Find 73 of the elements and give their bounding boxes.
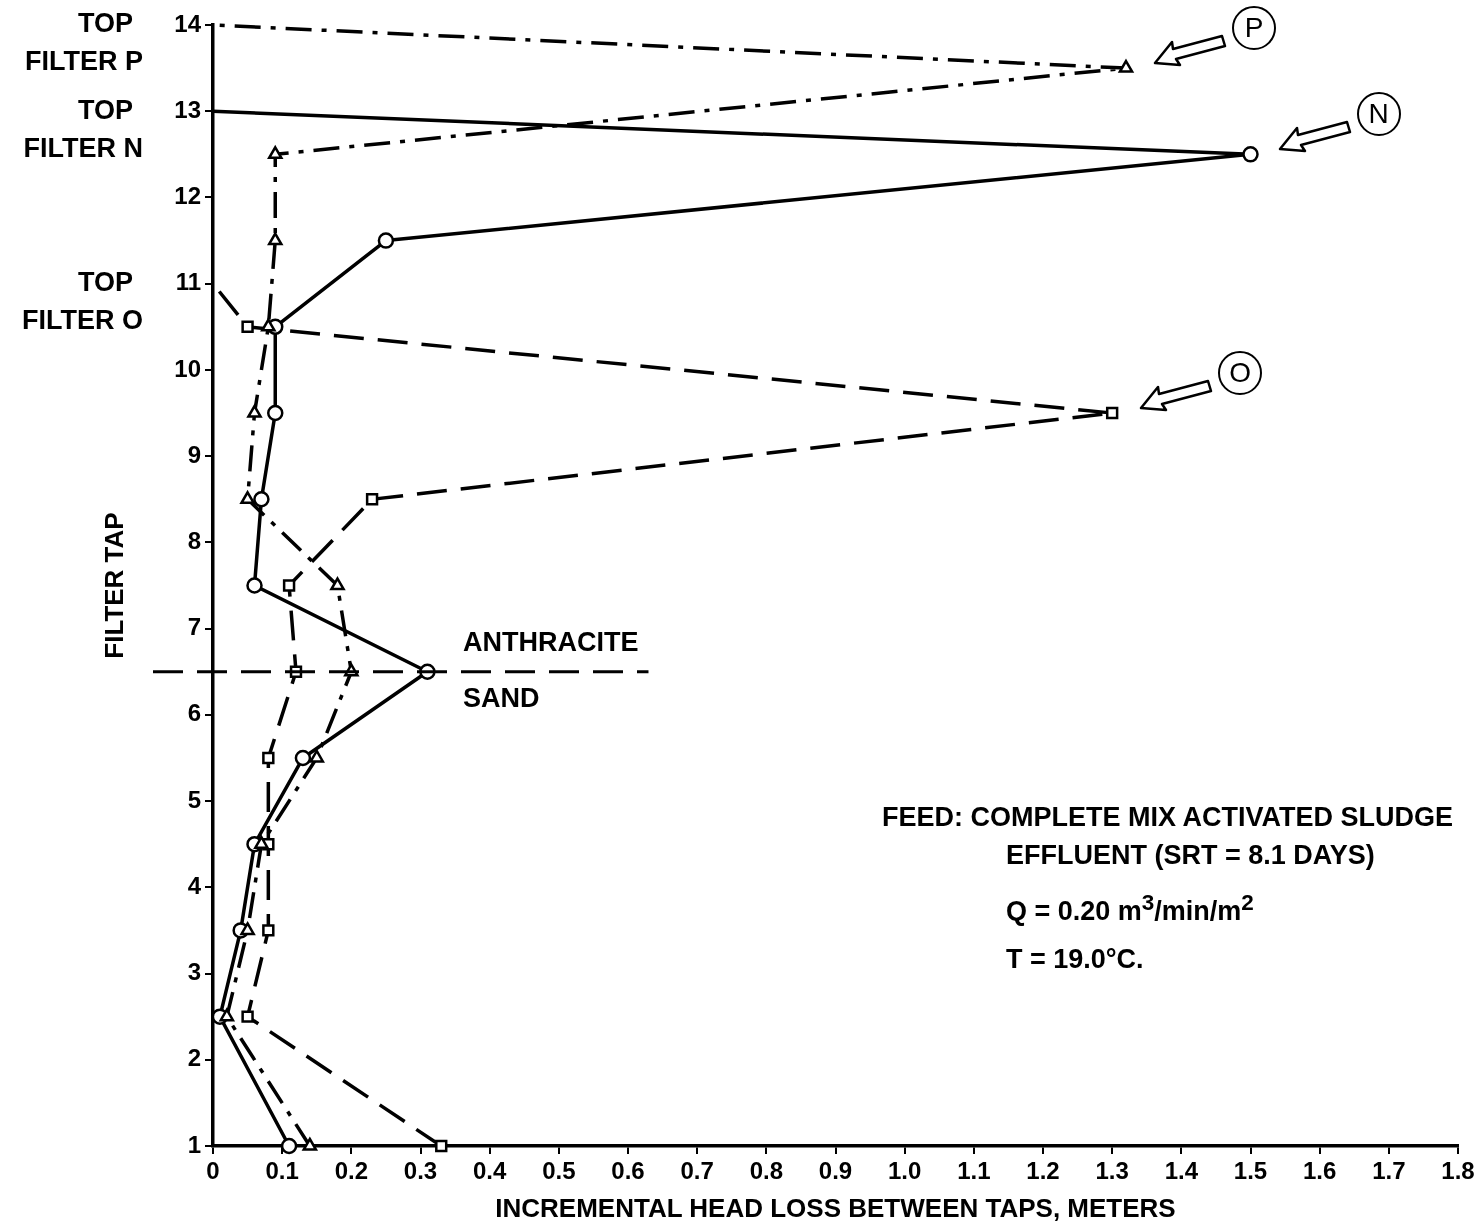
point: [246, 577, 263, 594]
text: TOP FILTER O: [22, 267, 143, 336]
point: [267, 146, 283, 160]
text: TOP FILTER N: [23, 94, 143, 163]
x-tick-label: 1.6: [1302, 1157, 1337, 1185]
point: [294, 749, 312, 767]
x-tick-label: 0: [206, 1157, 220, 1185]
x-axis-title: INCREMENTAL HEAD LOSS BETWEEN TAPS, METERS: [495, 1192, 1176, 1223]
y-tick-label: 8: [187, 527, 201, 555]
point: [282, 579, 296, 592]
x-tick-label: 1.7: [1372, 1157, 1406, 1185]
text: O: [1218, 351, 1263, 396]
annotation: T = 19.0°C.: [1005, 943, 1145, 977]
y-tick-label: 7: [187, 613, 201, 641]
point: [280, 1137, 298, 1155]
point: [435, 1139, 448, 1153]
x-tick-label: 1.0: [887, 1157, 922, 1185]
annotation: Q = 0.20 m$^{3}$/min/m$^{2}$: [1005, 889, 1255, 929]
annotation: FEED: COMPLETE MIX ACTIVATED SLUDGE: [881, 801, 1453, 835]
x-tick-label: 0.9: [818, 1157, 853, 1185]
point: [365, 493, 379, 506]
x-tick-label: 1.3: [1095, 1157, 1129, 1185]
y-tick-label: 2: [187, 1044, 201, 1072]
y-tick-label: 3: [187, 958, 201, 986]
point: [219, 1008, 235, 1022]
x-tick-label: 0.2: [334, 1157, 369, 1185]
point: [240, 922, 255, 936]
y-axis-title: FILTER TAP: [98, 512, 129, 659]
y-tick-label: 10: [174, 354, 201, 382]
x-tick-label: 0.4: [472, 1157, 507, 1185]
x-tick-label: 0.7: [680, 1157, 714, 1185]
x-tick-label: 1.5: [1233, 1157, 1268, 1185]
point: [247, 404, 262, 418]
x-tick-label: 0.5: [542, 1157, 576, 1185]
x-tick-label: 1.4: [1164, 1157, 1199, 1185]
text: N: [1356, 92, 1401, 137]
point: [1118, 59, 1134, 73]
x-tick-label: 0.6: [611, 1157, 645, 1185]
y-tick-label: 9: [187, 440, 201, 468]
point: [267, 404, 284, 422]
point: [267, 232, 283, 246]
point: [241, 1010, 254, 1023]
point: [262, 751, 275, 765]
point: [254, 835, 269, 849]
point: [302, 1137, 318, 1151]
point: [262, 924, 275, 937]
point: [377, 232, 395, 249]
point: [253, 491, 270, 508]
x-tick-label: 0.3: [403, 1157, 438, 1185]
y-tick-label: 12: [174, 182, 201, 210]
annotation: EFFLUENT (SRT = 8.1 DAYS): [1005, 839, 1376, 873]
x-tick-label: 1.2: [1026, 1157, 1060, 1185]
y-tick-label: 6: [187, 699, 201, 727]
x-tick-label: 0.1: [265, 1157, 299, 1185]
ref-line-label: ANTHRACITE SAND: [463, 627, 639, 714]
point: [240, 491, 255, 505]
text: TOP FILTER P: [25, 8, 143, 77]
point: [330, 577, 345, 591]
point: [261, 318, 276, 332]
x-tick-label: 0.8: [749, 1157, 784, 1185]
y-tick-label: 1: [187, 1130, 201, 1158]
y-tick-label: 14: [174, 9, 202, 37]
y-tick-label: 5: [187, 785, 201, 813]
point: [309, 749, 325, 763]
x-tick-label: 1.1: [957, 1157, 991, 1185]
y-tick-label: 4: [187, 871, 202, 899]
y-tick-label: 11: [175, 268, 201, 296]
x-tick-label: 1.8: [1441, 1157, 1475, 1185]
point: [1242, 146, 1259, 163]
point: [241, 320, 254, 334]
text: P: [1232, 6, 1276, 51]
point: [1105, 406, 1119, 420]
y-tick-label: 13: [174, 95, 201, 123]
